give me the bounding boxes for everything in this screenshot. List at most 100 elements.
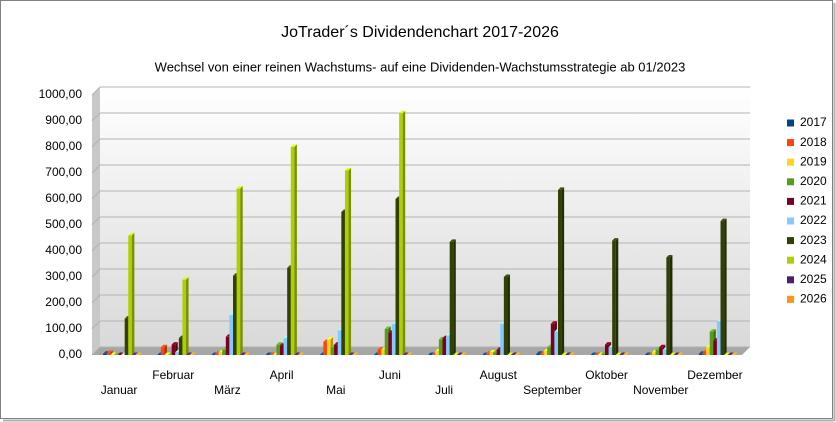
bar-front bbox=[391, 323, 396, 355]
bar-top bbox=[727, 352, 734, 355]
bar-front bbox=[536, 353, 541, 355]
bar-top bbox=[604, 342, 612, 345]
grid-line bbox=[91, 268, 750, 278]
bar bbox=[622, 352, 630, 355]
y-tick-label: 300,00 bbox=[45, 269, 82, 283]
x-tick-label: April bbox=[270, 368, 294, 382]
legend-item: 2020 bbox=[787, 174, 827, 188]
bar-front bbox=[236, 188, 241, 355]
legend-swatch bbox=[787, 197, 794, 205]
y-tick-label: 400,00 bbox=[45, 243, 82, 257]
bar bbox=[673, 352, 680, 355]
bar-front bbox=[496, 349, 501, 355]
x-tick-label: Juni bbox=[379, 368, 401, 382]
bar-side bbox=[402, 110, 406, 355]
bar bbox=[615, 352, 622, 355]
bar-front bbox=[178, 338, 183, 355]
grid-line bbox=[91, 216, 750, 226]
bar-top bbox=[724, 352, 731, 355]
bar-top bbox=[384, 326, 391, 329]
bar bbox=[565, 352, 572, 355]
legend-swatch bbox=[787, 158, 794, 166]
bar-front bbox=[290, 147, 295, 355]
bar-front bbox=[550, 323, 555, 355]
bar bbox=[265, 352, 272, 355]
bar-top bbox=[590, 352, 597, 355]
bar-front bbox=[341, 212, 345, 355]
x-tick-label: Februar bbox=[152, 368, 194, 382]
legend-swatch bbox=[787, 237, 794, 245]
bar bbox=[724, 352, 731, 355]
legend-item: 2018 bbox=[787, 135, 827, 149]
bar-front bbox=[449, 241, 454, 355]
bar bbox=[243, 352, 250, 355]
bar-side bbox=[131, 232, 135, 355]
bar-front bbox=[222, 349, 226, 355]
grid-line bbox=[91, 242, 750, 252]
bar-front bbox=[323, 342, 327, 355]
bar-top bbox=[511, 352, 518, 355]
x-tick-label: Januar bbox=[101, 383, 138, 397]
legend-swatch bbox=[787, 295, 794, 303]
legend-label: 2022 bbox=[800, 213, 827, 227]
y-tick-label: 900,00 bbox=[45, 113, 82, 127]
bar-front bbox=[229, 314, 234, 355]
legend-label: 2024 bbox=[800, 252, 827, 266]
bar-top bbox=[265, 352, 272, 355]
bar bbox=[561, 352, 568, 355]
floor bbox=[92, 347, 750, 355]
legend-label: 2017 bbox=[800, 115, 827, 129]
bar-front bbox=[608, 347, 613, 355]
bar bbox=[720, 218, 727, 355]
legend-label: 2020 bbox=[800, 174, 827, 188]
bar bbox=[106, 350, 113, 355]
legend-item: 2024 bbox=[787, 252, 827, 266]
x-tick-label: Juli bbox=[435, 383, 453, 397]
bar-side bbox=[348, 167, 352, 355]
bar bbox=[269, 352, 276, 355]
bar-front bbox=[171, 344, 176, 355]
bar-front bbox=[659, 347, 663, 355]
bar bbox=[612, 238, 619, 355]
legend: 2017 2018 2019 2020 2021 2022 2023 2024 2025 2026 bbox=[787, 115, 827, 306]
bar bbox=[182, 277, 189, 355]
bar-front bbox=[435, 351, 439, 355]
bar-top bbox=[709, 329, 716, 332]
bar bbox=[456, 352, 463, 355]
bar-front bbox=[543, 351, 548, 355]
bar-top bbox=[344, 167, 352, 171]
grid-line bbox=[91, 164, 750, 174]
bar-front bbox=[438, 339, 443, 355]
bar-top bbox=[666, 255, 673, 258]
bar-front bbox=[503, 277, 508, 355]
bar-top bbox=[297, 352, 305, 355]
bar bbox=[514, 352, 521, 355]
legend-item: 2019 bbox=[787, 154, 827, 168]
bar-front bbox=[601, 353, 605, 355]
bar bbox=[619, 352, 626, 355]
grid-line bbox=[91, 138, 750, 148]
legend-swatch bbox=[787, 256, 794, 264]
bar-top bbox=[720, 218, 727, 222]
bar bbox=[240, 352, 247, 355]
x-tick-label: November bbox=[633, 383, 688, 397]
bar-top bbox=[612, 238, 619, 241]
bar-top bbox=[236, 186, 243, 189]
bar-top bbox=[565, 352, 572, 355]
legend-item: 2026 bbox=[787, 292, 827, 306]
bar-front bbox=[716, 321, 721, 355]
bar-side bbox=[615, 238, 619, 355]
bar-front bbox=[276, 344, 280, 355]
bar-front bbox=[399, 113, 403, 355]
bar-front bbox=[662, 349, 667, 355]
bar bbox=[160, 344, 167, 355]
bar bbox=[117, 352, 124, 355]
grid-line bbox=[91, 320, 750, 330]
bar-side bbox=[164, 344, 167, 355]
bar bbox=[113, 352, 120, 355]
bar bbox=[666, 255, 673, 355]
bar-top bbox=[568, 352, 575, 355]
bar-front bbox=[124, 318, 129, 355]
legend-label: 2021 bbox=[800, 194, 827, 208]
bars bbox=[103, 110, 738, 355]
